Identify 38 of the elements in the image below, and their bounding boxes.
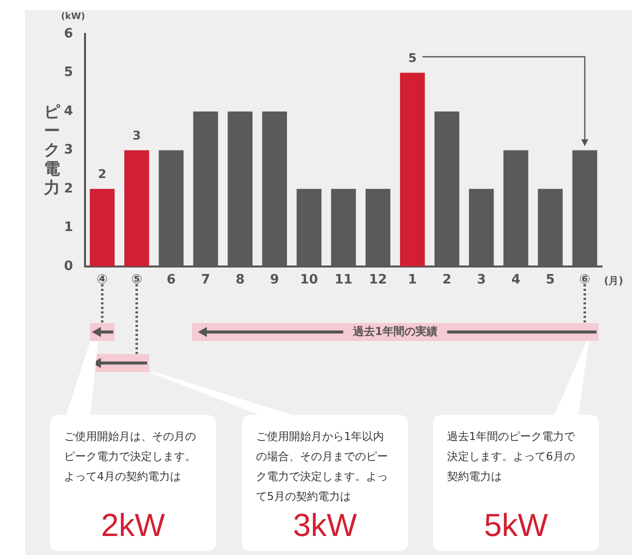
- data-label: 5: [408, 50, 417, 65]
- data-label: 3: [132, 128, 141, 142]
- x-tick-label: 6: [166, 272, 176, 288]
- x-tick-label: 5: [546, 272, 555, 288]
- y-tick-label: 1: [64, 220, 73, 236]
- x-tick-label: ⑤: [131, 272, 142, 288]
- y-tick-label: 6: [64, 26, 73, 42]
- x-tick-label: 7: [201, 272, 210, 288]
- x-tick-label: 9: [270, 272, 280, 288]
- text: (kW): [61, 12, 86, 22]
- y-axis-title: ピーク電力: [42, 102, 62, 197]
- x-tick-label: ⑥: [579, 272, 590, 288]
- text: 過去1年間の実績: [352, 325, 439, 339]
- x-tick-label: 1: [408, 272, 417, 288]
- text: ご使用開始月は、その月のピーク電力で決定します。よって4月の契約電力は: [64, 429, 197, 485]
- x-tick-label: 12: [368, 272, 388, 288]
- y-tick-label: 0: [64, 258, 73, 274]
- text: 過去1年間のピーク電力で決定します。よって6月の契約電力は: [447, 429, 576, 485]
- x-axis-title: (月): [604, 275, 624, 288]
- y-tick-label: 3: [64, 142, 73, 158]
- x-tick-label: 4: [511, 272, 520, 288]
- bar: [90, 188, 115, 266]
- text: 5kW: [483, 507, 549, 543]
- data-label: 2: [98, 167, 106, 182]
- x-tick-label: 3: [476, 272, 486, 288]
- x-tick-label: 11: [334, 272, 353, 288]
- x-tick-label: 8: [236, 272, 245, 288]
- text: ご使用開始月から1年以内の場合、その月までのピーク電力で決定します。よって5月の契約電力は: [256, 429, 389, 505]
- y-tick-label: 2: [64, 181, 73, 196]
- bar: [400, 72, 425, 266]
- text: 2kW: [100, 507, 166, 543]
- x-tick-label: 10: [300, 272, 318, 288]
- bar: [124, 150, 150, 266]
- y-tick-label: 4: [64, 104, 73, 119]
- text: 3kW: [292, 507, 358, 543]
- y-tick-label: 5: [64, 65, 73, 80]
- x-tick-label: ④: [96, 272, 108, 288]
- x-tick-label: 2: [442, 272, 452, 288]
